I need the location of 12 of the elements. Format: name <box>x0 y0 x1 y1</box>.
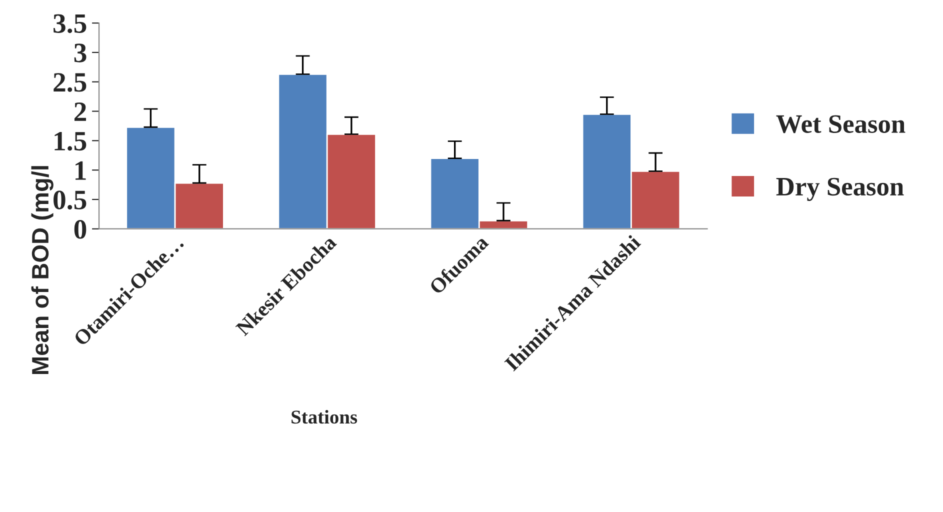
y-tick-label: 0.5 <box>54 190 86 210</box>
y-tick-label: 1 <box>76 161 86 180</box>
y-tick-label: 2 <box>74 102 86 121</box>
y-tick-label: 3 <box>74 44 86 62</box>
legend-label: Wet Season <box>776 115 906 134</box>
x-axis-title: Stations <box>292 410 358 424</box>
y-tick-label: 1.5 <box>54 132 86 151</box>
y-tick-label: 2.5 <box>54 73 86 92</box>
y-tick-label: 3.5 <box>54 14 86 34</box>
legend-label: Dry Season <box>776 178 904 202</box>
y-tick-label: 0 <box>74 220 86 239</box>
y-axis-title: Mean of BOD (mg/l <box>31 166 54 374</box>
